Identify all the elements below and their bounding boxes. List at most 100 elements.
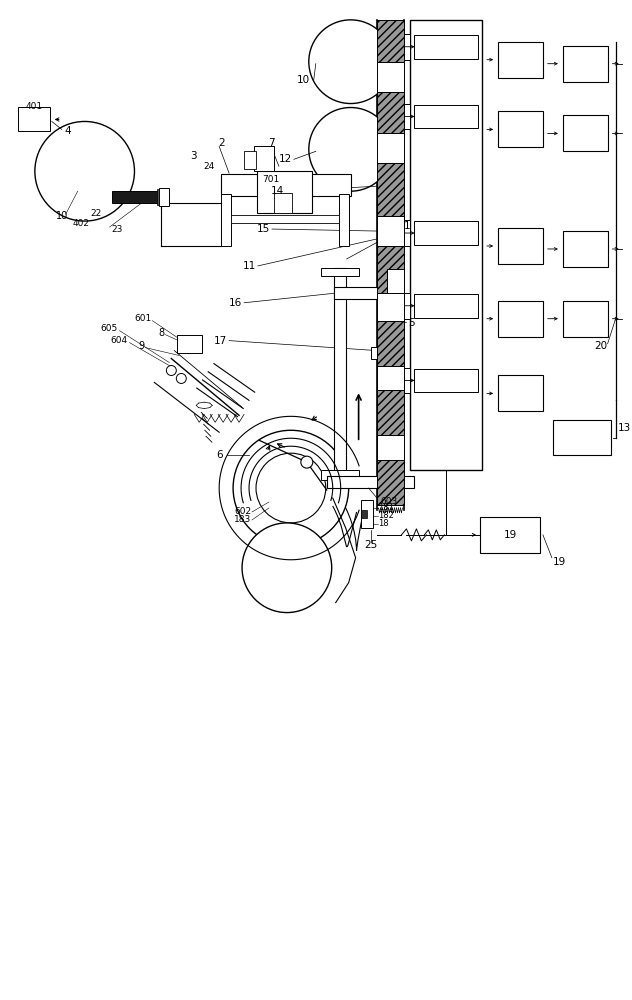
Bar xyxy=(404,293,410,319)
Bar xyxy=(377,460,404,505)
Text: 401: 401 xyxy=(25,102,42,111)
Text: 3: 3 xyxy=(191,151,197,161)
Bar xyxy=(274,193,292,213)
Text: 10: 10 xyxy=(56,211,68,221)
Circle shape xyxy=(309,20,392,104)
Bar xyxy=(377,163,404,216)
Bar xyxy=(178,335,202,353)
Text: 24: 24 xyxy=(204,162,215,171)
Bar xyxy=(563,301,607,337)
Bar xyxy=(404,368,410,393)
Bar xyxy=(112,191,161,203)
Bar xyxy=(321,268,358,276)
Bar xyxy=(370,347,403,359)
Bar xyxy=(563,115,607,151)
Text: 605: 605 xyxy=(100,324,118,333)
Bar xyxy=(498,42,543,78)
Bar xyxy=(480,517,540,553)
Text: 18: 18 xyxy=(379,519,389,528)
Bar xyxy=(221,174,351,196)
Bar xyxy=(377,321,404,366)
Bar xyxy=(361,500,372,528)
Text: 20: 20 xyxy=(595,341,607,351)
Text: 602: 602 xyxy=(234,507,251,516)
Bar xyxy=(257,171,312,213)
Bar xyxy=(404,220,410,246)
Bar xyxy=(334,287,398,299)
Circle shape xyxy=(233,430,349,546)
Circle shape xyxy=(309,108,392,191)
Bar xyxy=(404,104,410,129)
Bar xyxy=(563,46,607,82)
Bar xyxy=(498,228,543,264)
Bar xyxy=(321,470,358,480)
Bar xyxy=(377,216,404,246)
Bar xyxy=(415,35,478,59)
Text: 4: 4 xyxy=(64,126,71,136)
Text: 10: 10 xyxy=(297,75,310,85)
Circle shape xyxy=(256,453,325,523)
Text: 23: 23 xyxy=(112,225,123,234)
Bar xyxy=(498,301,543,337)
Bar xyxy=(415,221,478,245)
Text: 1: 1 xyxy=(403,221,410,231)
Bar xyxy=(339,194,349,246)
Text: 2: 2 xyxy=(218,138,224,148)
Text: 16: 16 xyxy=(229,298,242,308)
Bar xyxy=(377,390,404,435)
Bar xyxy=(377,366,404,390)
Bar xyxy=(254,146,274,171)
Text: 13: 13 xyxy=(617,423,631,433)
Text: 603: 603 xyxy=(380,497,398,506)
Text: 19: 19 xyxy=(553,557,566,567)
Text: 17: 17 xyxy=(214,336,228,346)
Text: 402: 402 xyxy=(73,219,90,228)
Bar xyxy=(498,111,543,147)
Bar xyxy=(334,268,346,472)
Circle shape xyxy=(166,366,176,375)
Text: 25: 25 xyxy=(364,540,377,550)
Bar xyxy=(377,20,404,62)
Text: 22: 22 xyxy=(90,209,102,218)
Bar xyxy=(157,189,159,205)
Circle shape xyxy=(176,373,186,383)
Text: 19: 19 xyxy=(504,530,516,540)
Bar xyxy=(221,194,231,246)
Bar xyxy=(377,133,404,163)
Bar xyxy=(377,92,404,133)
Bar xyxy=(361,510,367,518)
Text: 6: 6 xyxy=(216,450,222,460)
Bar xyxy=(377,246,404,293)
Circle shape xyxy=(35,121,135,221)
Text: 181: 181 xyxy=(379,503,394,512)
Bar xyxy=(404,34,410,60)
Bar xyxy=(18,107,50,131)
Text: 14: 14 xyxy=(271,186,284,196)
Bar xyxy=(415,105,478,128)
Text: 182: 182 xyxy=(379,511,394,520)
Bar xyxy=(377,62,404,92)
Circle shape xyxy=(301,456,313,468)
Text: 183: 183 xyxy=(234,515,251,524)
Bar xyxy=(244,151,256,169)
Bar xyxy=(231,215,339,223)
Text: 9: 9 xyxy=(138,341,145,351)
Bar xyxy=(415,369,478,392)
Bar xyxy=(498,375,543,411)
Text: 5: 5 xyxy=(408,318,415,328)
Text: 15: 15 xyxy=(257,224,270,234)
Circle shape xyxy=(242,523,332,613)
Text: 11: 11 xyxy=(243,261,257,271)
Bar xyxy=(391,294,398,349)
Bar xyxy=(410,20,482,470)
Bar xyxy=(377,435,404,460)
Bar xyxy=(377,293,404,321)
Bar xyxy=(159,188,169,206)
Bar xyxy=(327,476,415,488)
Text: 8: 8 xyxy=(158,328,164,338)
Text: 7: 7 xyxy=(267,138,274,148)
Bar xyxy=(553,420,611,455)
Bar xyxy=(387,269,404,293)
Text: 601: 601 xyxy=(134,314,152,323)
Text: 12: 12 xyxy=(279,154,292,164)
